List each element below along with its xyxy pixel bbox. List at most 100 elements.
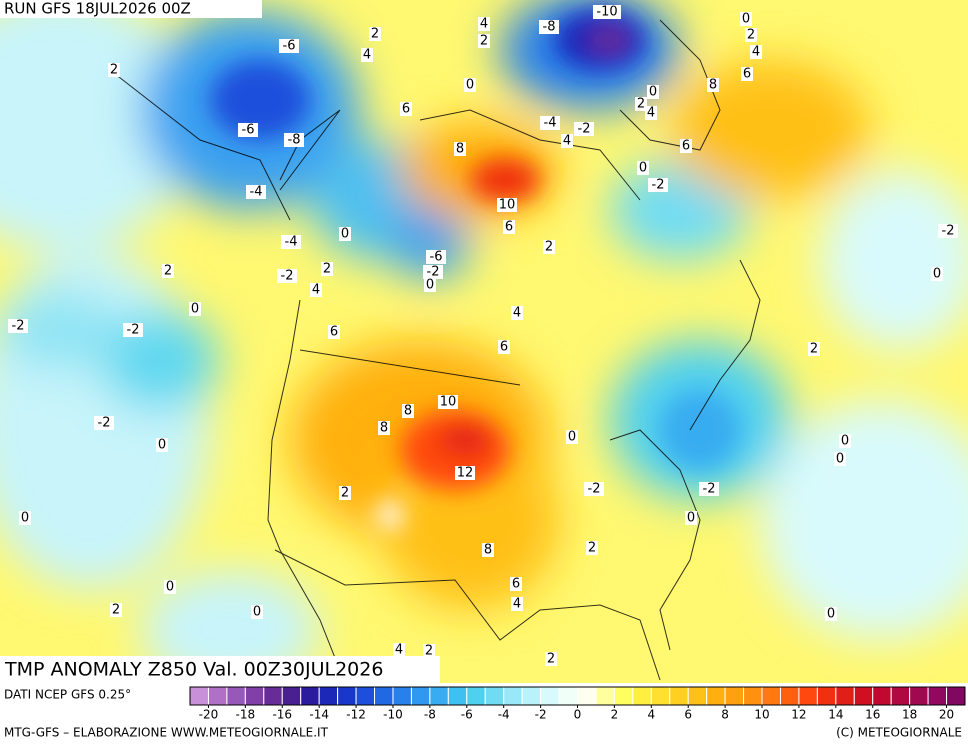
contour-label: -2 bbox=[281, 269, 294, 284]
contour-label: 6 bbox=[682, 139, 690, 154]
colorbar-tick-label: -6 bbox=[461, 708, 473, 722]
colorbar-swatch bbox=[890, 686, 911, 706]
contour-label: 0 bbox=[639, 161, 647, 176]
contour-label: 0 bbox=[426, 278, 434, 293]
colorbar-tick-label: -2 bbox=[535, 708, 547, 722]
contour-label-bg bbox=[339, 227, 351, 241]
contour-label-bg bbox=[281, 235, 301, 249]
contour-label-bg bbox=[740, 12, 752, 26]
contour-label: 4 bbox=[752, 45, 760, 60]
contour-label-bg bbox=[825, 607, 837, 621]
contour-label-bg bbox=[543, 240, 555, 254]
credit-label: MTG-GFS – ELABORAZIONE WWW.METEOGIORNALE… bbox=[4, 726, 329, 740]
contour-label: 0 bbox=[191, 302, 199, 317]
contour-label: 0 bbox=[158, 438, 166, 453]
colorbar-tick-label: 2 bbox=[611, 708, 619, 722]
contour-label: -8 bbox=[543, 20, 556, 35]
colorbar-tick-label: 12 bbox=[791, 708, 806, 722]
contour-label-bg bbox=[539, 20, 559, 34]
contour-label: 8 bbox=[484, 543, 492, 558]
colorbar-swatch bbox=[872, 686, 892, 706]
contour-label: -2 bbox=[12, 319, 25, 334]
contour-label-bg bbox=[108, 63, 120, 77]
contour-label: -6 bbox=[283, 39, 296, 54]
contour-label: 2 bbox=[637, 97, 645, 112]
coastlines bbox=[109, 19, 761, 683]
contour-label-bg bbox=[423, 644, 435, 658]
contour-label-bg bbox=[455, 466, 475, 480]
colorbar-tick-label: 4 bbox=[647, 708, 655, 722]
contour-label: 2 bbox=[112, 603, 120, 618]
run-label: RUN GFS 18JUL2026 00Z bbox=[4, 0, 191, 18]
colorbar-swatch bbox=[300, 686, 320, 706]
contour-label-bg bbox=[584, 482, 604, 496]
colorbar-swatch bbox=[226, 686, 246, 706]
contour-label-bg bbox=[566, 430, 578, 444]
contour-label-bg bbox=[156, 438, 168, 452]
colorbar-swatch bbox=[263, 686, 283, 706]
contour-label-bg bbox=[251, 605, 263, 619]
contour-label: 2 bbox=[110, 63, 118, 78]
colorbar-swatch bbox=[466, 686, 486, 706]
contour-label-bg bbox=[162, 264, 174, 278]
contour-label-bg bbox=[680, 139, 692, 153]
colorbar-tick-label: -10 bbox=[383, 708, 403, 722]
contour-label-bg bbox=[402, 404, 414, 418]
contour-label: -8 bbox=[288, 133, 301, 148]
contour-label-bg bbox=[839, 434, 851, 448]
contour-label: -2 bbox=[578, 122, 591, 137]
colorbar-tick-label: -8 bbox=[424, 708, 436, 722]
colorbar-tick-label: -20 bbox=[199, 708, 219, 722]
colorbar-swatch bbox=[558, 686, 578, 706]
contour-label: 2 bbox=[164, 264, 172, 279]
contour-label-bg bbox=[246, 185, 266, 199]
colorbar-swatch bbox=[650, 686, 671, 706]
colorbar-swatch bbox=[743, 686, 763, 706]
contour-label: 0 bbox=[933, 267, 941, 282]
contour-label-bg bbox=[561, 134, 573, 148]
contour-label: 12 bbox=[457, 466, 474, 481]
contour-label-bg bbox=[635, 97, 647, 111]
anomaly-field bbox=[0, 0, 968, 683]
contour-label-bg bbox=[637, 161, 649, 175]
contour-label: -6 bbox=[430, 250, 443, 265]
contour-label: 2 bbox=[341, 486, 349, 501]
contour-label-bg bbox=[741, 67, 753, 81]
contour-label: 2 bbox=[425, 644, 433, 659]
contour-label: 4 bbox=[513, 597, 521, 612]
contour-label-bg bbox=[482, 543, 494, 557]
contour-label-bg bbox=[279, 39, 299, 53]
colorbar-swatch bbox=[595, 686, 615, 706]
colorbar-swatch bbox=[853, 686, 874, 706]
contour-label-bg bbox=[438, 395, 458, 409]
source-label: DATI NCEP GFS 0.25° bbox=[4, 688, 131, 702]
colorbar-swatch bbox=[909, 686, 929, 706]
contour-label-bg bbox=[834, 452, 846, 466]
colorbar-swatch bbox=[337, 686, 357, 706]
contour-label: -4 bbox=[544, 116, 557, 131]
contour-label-bg bbox=[369, 27, 381, 41]
colorbar-swatch bbox=[724, 686, 745, 706]
contour-label: 4 bbox=[563, 134, 571, 149]
contour-label: 4 bbox=[647, 106, 655, 121]
contour-label-bg bbox=[94, 416, 114, 430]
colorbar-swatch bbox=[484, 686, 505, 706]
contour-label-bg bbox=[378, 421, 390, 435]
contour-label-bg bbox=[510, 577, 522, 591]
contour-label: 2 bbox=[547, 652, 555, 667]
colorbar-swatch bbox=[816, 686, 837, 706]
contour-label: 2 bbox=[480, 34, 488, 49]
colorbar-tick-label: -14 bbox=[309, 708, 329, 722]
contour-label: 0 bbox=[687, 511, 695, 526]
contour-label: 8 bbox=[404, 404, 412, 419]
contour-label-bg bbox=[540, 116, 560, 130]
contour-label: -10 bbox=[596, 5, 617, 20]
contour-label-bg bbox=[647, 85, 659, 99]
contour-label-bg bbox=[164, 580, 176, 594]
colorbar-swatch bbox=[374, 686, 394, 706]
colorbar-tick-label: 10 bbox=[754, 708, 769, 722]
colorbar-swatch bbox=[835, 686, 855, 706]
colorbar-tick-label: 20 bbox=[939, 708, 954, 722]
